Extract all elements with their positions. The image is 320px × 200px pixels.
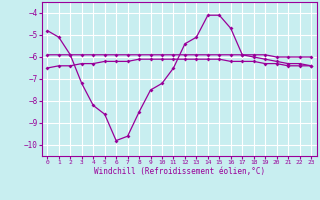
X-axis label: Windchill (Refroidissement éolien,°C): Windchill (Refroidissement éolien,°C)	[94, 167, 265, 176]
